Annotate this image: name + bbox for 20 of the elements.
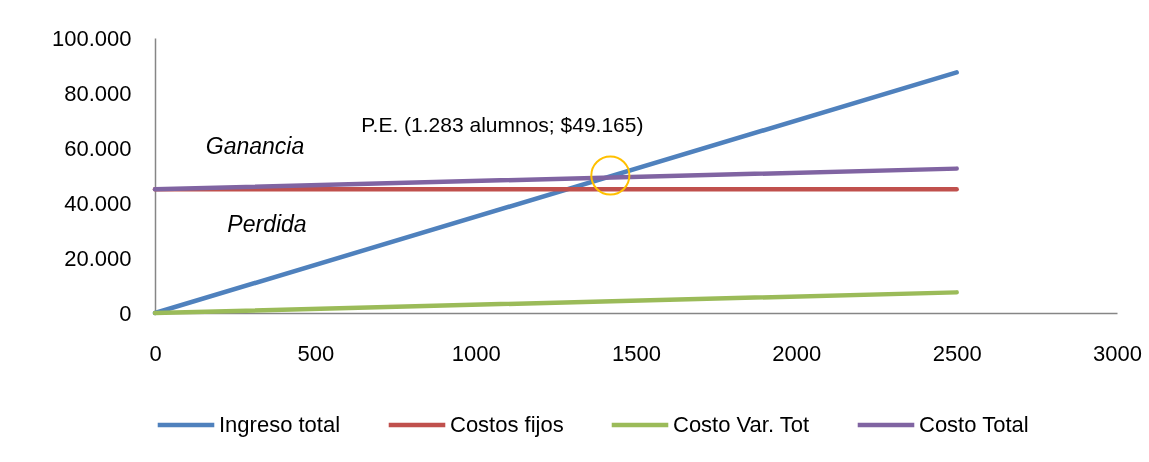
x-tick-label: 1500 xyxy=(612,340,661,366)
y-tick-label: 60.000 xyxy=(64,135,132,161)
annotation: Perdida xyxy=(227,211,307,237)
x-tick-label: 3000 xyxy=(1093,340,1142,366)
y-tick-label: 100.000 xyxy=(51,25,132,51)
x-tick-label: 2000 xyxy=(772,340,822,366)
annotation: Ganancia xyxy=(205,133,305,159)
x-tick-label: 0 xyxy=(149,340,162,366)
legend-label: Costo Var. Tot xyxy=(673,412,810,437)
y-tick-label: 40.000 xyxy=(64,190,132,216)
legend-label: Ingreso total xyxy=(219,412,341,437)
x-tick-label: 500 xyxy=(297,340,335,366)
y-tick-label: 0 xyxy=(119,300,132,326)
x-tick-label: 2500 xyxy=(932,340,982,366)
legend-label: Costo Total xyxy=(919,412,1029,437)
y-tick-label: 80.000 xyxy=(64,80,132,106)
x-tick-label: 1000 xyxy=(451,340,501,366)
y-tick-label: 20.000 xyxy=(64,245,132,271)
legend-label: Costos fijos xyxy=(450,412,564,437)
annotation: P.E. (1.283 alumnos; $49.165) xyxy=(361,112,644,136)
